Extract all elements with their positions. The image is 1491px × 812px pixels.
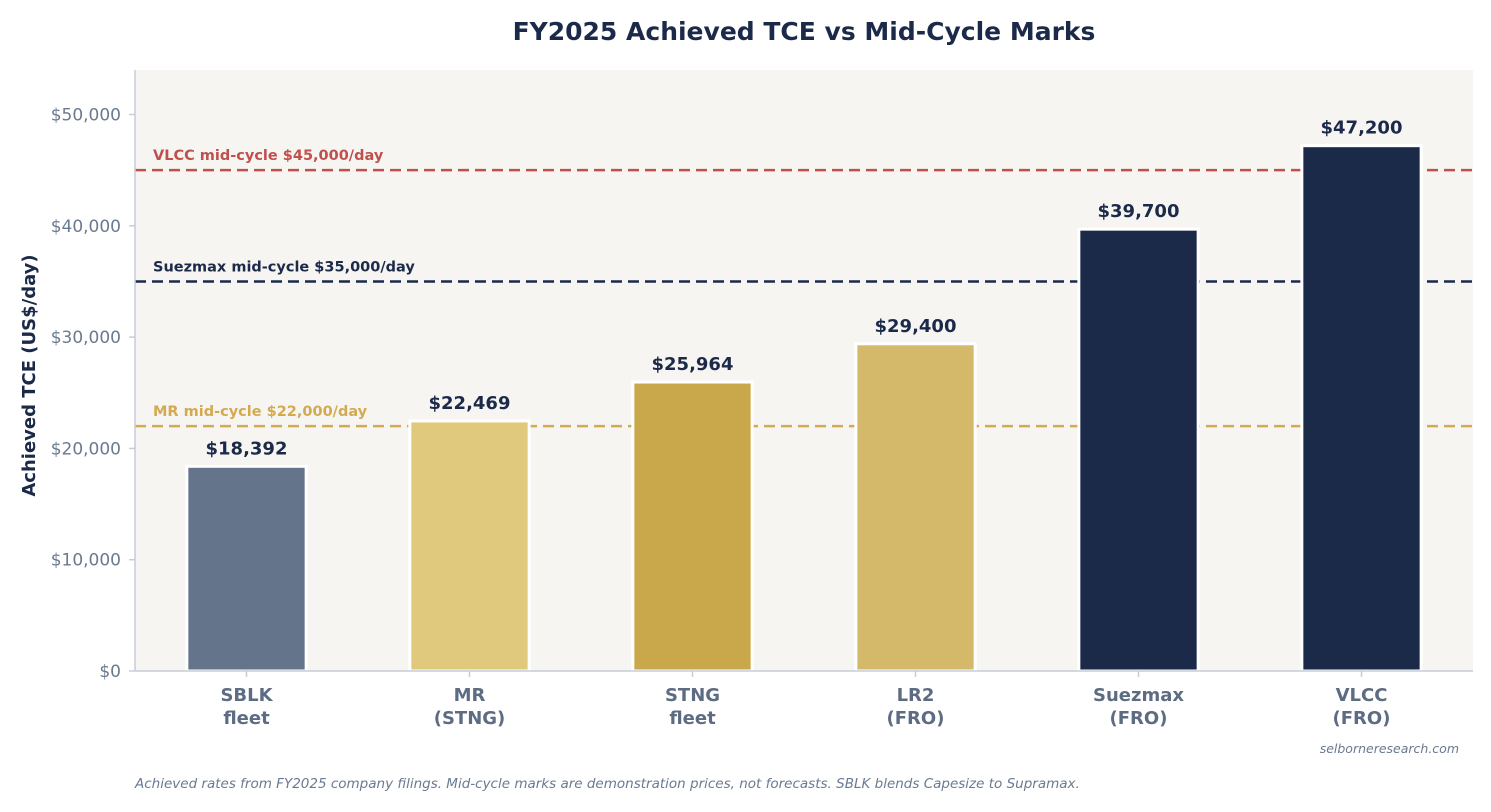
bar-value-label-5: $47,200 [1321, 118, 1403, 139]
x-tick-label-3: LR2 (FRO) [887, 685, 945, 729]
bar-2 [631, 380, 754, 673]
reference-label-0: VLCC mid-cycle $45,000/day [153, 148, 384, 164]
y-tick-label-3: $30,000 [51, 328, 121, 348]
y-tick-label-0: $0 [99, 662, 121, 682]
bar-value-label-4: $39,700 [1098, 201, 1180, 222]
y-tick-label-1: $10,000 [51, 551, 121, 571]
bar-value-label-3: $29,400 [875, 316, 957, 337]
bar-0 [185, 464, 308, 673]
x-tick-label-2: STNG fleet [665, 685, 720, 729]
bar-value-label-1: $22,469 [429, 393, 511, 414]
y-tick-label-5: $50,000 [51, 106, 121, 126]
reference-label-2: MR mid-cycle $22,000/day [153, 404, 368, 420]
chart-footnote: Achieved rates from FY2025 company filin… [135, 776, 1080, 792]
reference-label-1: Suezmax mid-cycle $35,000/day [153, 259, 415, 275]
x-tick-label-1: MR (STNG) [434, 685, 506, 729]
y-tick-label-4: $40,000 [51, 217, 121, 237]
x-tick-label-4: Suezmax (FRO) [1093, 685, 1184, 729]
bar-value-label-2: $25,964 [652, 354, 734, 375]
bar-4 [1077, 227, 1200, 673]
watermark: selborneresearch.com [1320, 741, 1459, 756]
bar-value-label-0: $18,392 [206, 438, 288, 459]
y-tick-label-2: $20,000 [51, 439, 121, 459]
y-axis-label: Achieved TCE (US$/day) [19, 254, 40, 496]
chart-title: FY2025 Achieved TCE vs Mid-Cycle Marks [513, 17, 1096, 46]
x-tick-label-5: VLCC (FRO) [1333, 685, 1391, 729]
x-tick-label-0: SBLK fleet [220, 685, 273, 729]
bar-3 [854, 342, 977, 673]
bar-1 [408, 419, 531, 673]
bar-5 [1300, 144, 1423, 673]
